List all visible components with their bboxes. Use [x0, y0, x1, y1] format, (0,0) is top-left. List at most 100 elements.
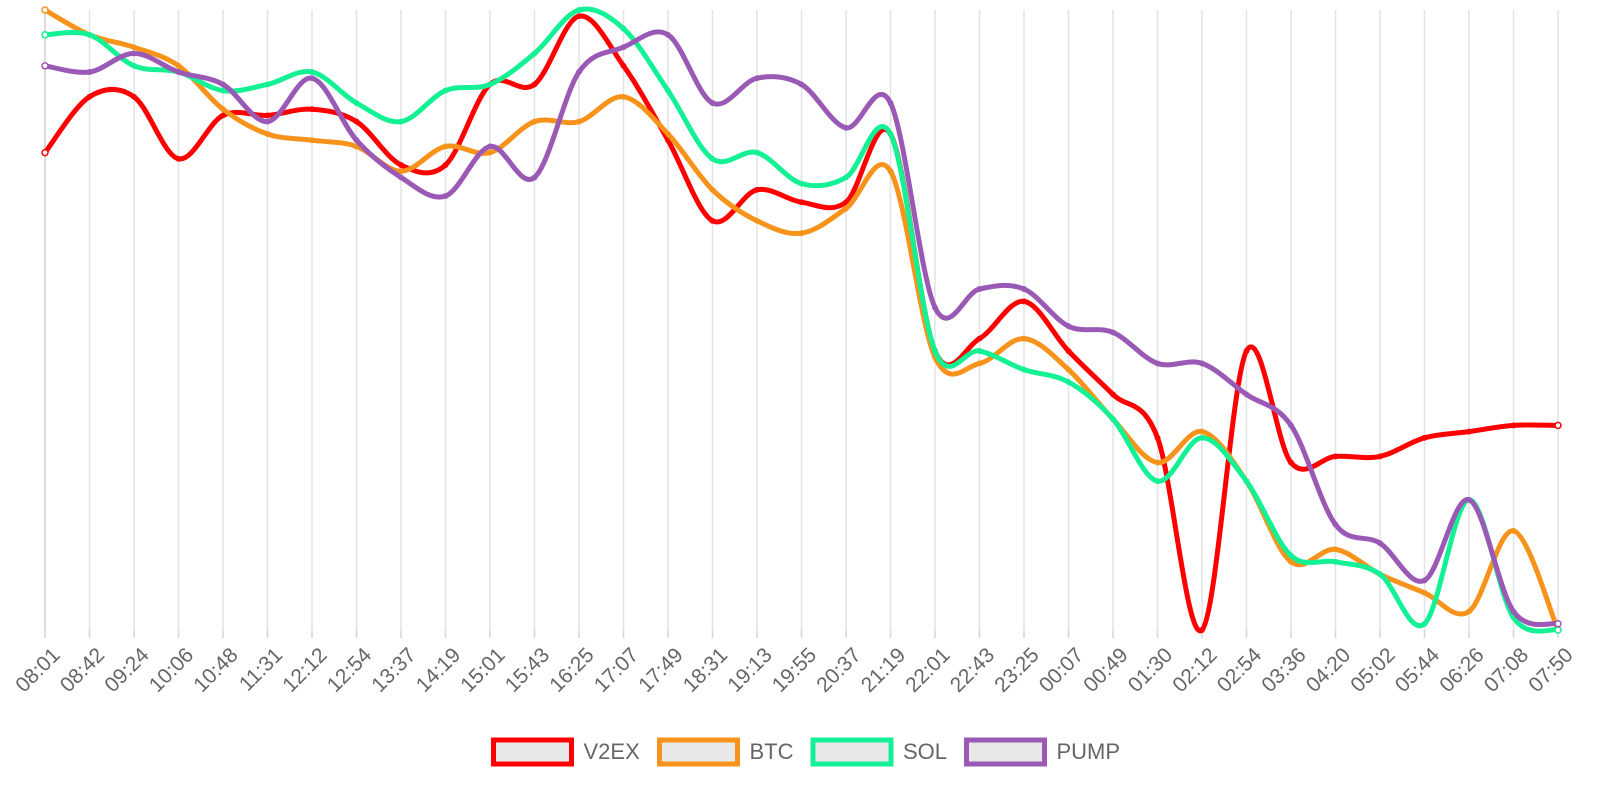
data-point-pump[interactable]	[798, 81, 805, 88]
data-point-sol[interactable]	[754, 149, 760, 156]
data-point-pump[interactable]	[932, 304, 938, 311]
series-line-v2ex[interactable]	[42, 13, 1561, 634]
data-point-sol[interactable]	[620, 25, 627, 32]
data-point-btc[interactable]	[1199, 428, 1205, 435]
data-point-pump[interactable]	[620, 44, 627, 51]
data-point-pump[interactable]	[220, 81, 226, 88]
data-point-sol[interactable]	[398, 118, 404, 125]
data-point-v2ex[interactable]	[754, 186, 760, 193]
data-point-v2ex[interactable]	[175, 155, 182, 162]
data-point-btc[interactable]	[1510, 527, 1517, 534]
data-point-sol[interactable]	[41, 31, 49, 39]
data-point-pump[interactable]	[131, 50, 137, 57]
data-point-v2ex[interactable]	[1288, 459, 1294, 466]
data-point-btc[interactable]	[620, 93, 627, 100]
data-point-pump[interactable]	[1332, 521, 1339, 528]
data-point-sol[interactable]	[309, 69, 315, 75]
data-point-btc[interactable]	[1421, 589, 1428, 596]
data-point-v2ex[interactable]	[1065, 348, 1072, 354]
data-point-sol[interactable]	[1199, 434, 1205, 441]
data-point-v2ex[interactable]	[1332, 453, 1339, 460]
data-point-pump[interactable]	[1065, 323, 1072, 330]
data-point-v2ex[interactable]	[620, 62, 627, 69]
data-point-v2ex[interactable]	[1421, 434, 1428, 441]
series-v2ex[interactable]	[41, 13, 1562, 634]
data-point-v2ex[interactable]	[131, 93, 137, 100]
data-point-pump[interactable]	[1154, 360, 1161, 367]
data-point-sol[interactable]	[887, 131, 894, 137]
legend-label[interactable]: PUMP	[1057, 739, 1121, 764]
legend-swatch[interactable]	[491, 737, 574, 767]
data-point-v2ex[interactable]	[220, 112, 226, 119]
data-point-pump[interactable]	[1243, 391, 1250, 398]
data-point-v2ex[interactable]	[576, 13, 582, 20]
data-point-v2ex[interactable]	[442, 162, 449, 168]
data-point-v2ex[interactable]	[1466, 428, 1472, 435]
data-point-pump[interactable]	[442, 193, 449, 199]
data-point-btc[interactable]	[487, 149, 493, 156]
data-point-sol[interactable]	[976, 348, 983, 354]
data-point-btc[interactable]	[1332, 546, 1339, 553]
data-point-btc[interactable]	[798, 230, 805, 237]
data-point-btc[interactable]	[754, 217, 760, 224]
data-point-sol[interactable]	[86, 31, 93, 38]
data-point-btc[interactable]	[41, 6, 49, 14]
data-point-btc[interactable]	[175, 62, 182, 69]
data-point-sol[interactable]	[843, 174, 849, 181]
data-point-sol[interactable]	[665, 87, 671, 94]
data-point-sol[interactable]	[353, 100, 360, 106]
data-point-pump[interactable]	[1421, 577, 1428, 584]
data-point-pump[interactable]	[754, 75, 760, 82]
data-point-pump[interactable]	[887, 100, 894, 106]
legend-swatch[interactable]	[810, 737, 894, 767]
data-point-sol[interactable]	[1332, 558, 1339, 565]
legend-swatch[interactable]	[657, 737, 740, 767]
data-point-btc[interactable]	[1154, 459, 1161, 466]
data-point-sol[interactable]	[531, 50, 538, 57]
data-point-pump[interactable]	[353, 137, 360, 144]
data-point-v2ex[interactable]	[353, 118, 360, 125]
data-point-sol[interactable]	[932, 348, 938, 354]
legend-item-v2ex[interactable]: V2EX	[491, 737, 641, 767]
data-point-pump[interactable]	[1110, 329, 1116, 336]
data-point-sol[interactable]	[576, 7, 582, 13]
legend-label[interactable]: V2EX	[584, 739, 641, 764]
data-point-v2ex[interactable]	[41, 148, 49, 157]
data-point-v2ex[interactable]	[1510, 422, 1517, 429]
data-point-btc[interactable]	[576, 118, 582, 125]
data-point-sol[interactable]	[131, 62, 137, 69]
data-point-pump[interactable]	[1466, 496, 1472, 503]
legend[interactable]: V2EX BTC SOL PUMP	[491, 737, 1121, 767]
data-point-btc[interactable]	[709, 186, 716, 193]
data-point-pump[interactable]	[976, 286, 983, 292]
data-point-pump[interactable]	[175, 69, 182, 75]
data-point-sol[interactable]	[1110, 416, 1116, 423]
data-point-v2ex[interactable]	[531, 81, 538, 88]
data-point-sol[interactable]	[1554, 626, 1562, 634]
data-point-v2ex[interactable]	[1154, 434, 1161, 441]
data-point-sol[interactable]	[1288, 552, 1294, 559]
data-point-pump[interactable]	[398, 174, 404, 181]
data-point-pump[interactable]	[1199, 360, 1205, 367]
data-point-sol[interactable]	[1154, 478, 1161, 485]
data-point-pump[interactable]	[86, 69, 93, 75]
series-pump[interactable]	[41, 29, 1562, 628]
data-point-sol[interactable]	[264, 81, 271, 88]
data-point-v2ex[interactable]	[1377, 453, 1383, 460]
data-point-sol[interactable]	[487, 81, 493, 88]
data-point-sol[interactable]	[798, 180, 805, 187]
data-point-btc[interactable]	[309, 137, 315, 144]
data-point-v2ex[interactable]	[86, 93, 93, 100]
data-point-sol[interactable]	[1065, 379, 1072, 385]
data-point-btc[interactable]	[1065, 366, 1072, 373]
data-point-btc[interactable]	[531, 118, 538, 125]
data-point-v2ex[interactable]	[798, 199, 805, 206]
data-point-btc[interactable]	[442, 143, 449, 150]
data-point-v2ex[interactable]	[1199, 627, 1205, 633]
legend-swatch[interactable]	[964, 737, 1047, 767]
data-point-sol[interactable]	[1421, 620, 1428, 627]
data-point-pump[interactable]	[1510, 608, 1517, 615]
data-point-btc[interactable]	[976, 360, 983, 367]
data-point-v2ex[interactable]	[976, 335, 983, 342]
data-point-v2ex[interactable]	[264, 112, 271, 119]
